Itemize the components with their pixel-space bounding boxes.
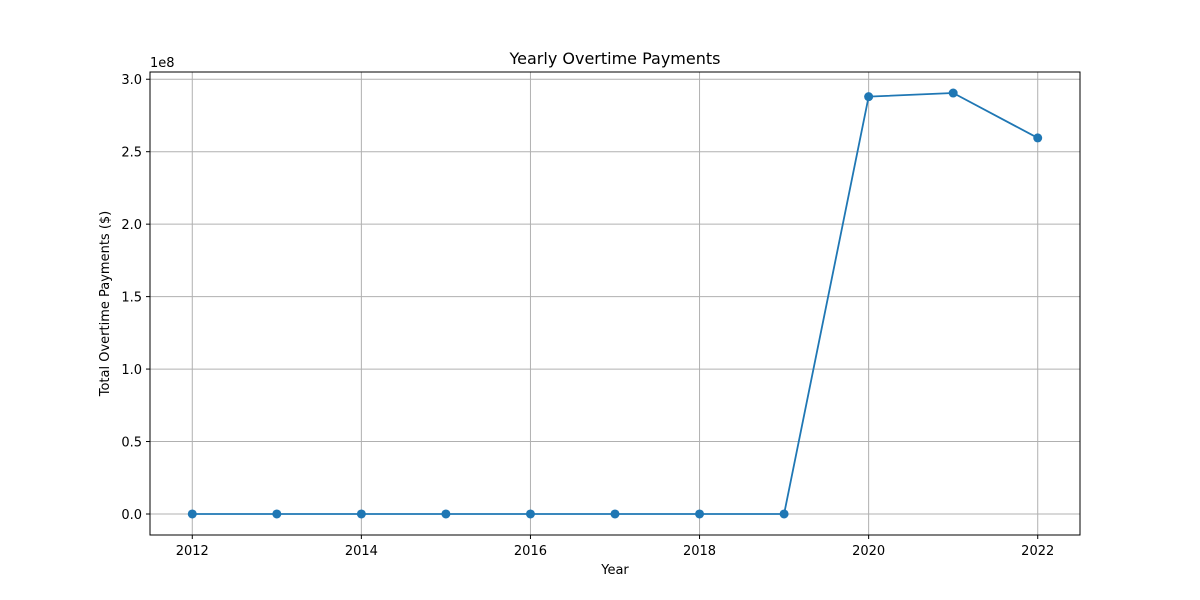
- x-tick-label: 2022: [1021, 544, 1054, 559]
- y-axis-label: Total Overtime Payments ($): [98, 211, 113, 398]
- data-point-marker: [187, 509, 197, 519]
- data-point-marker: [864, 92, 874, 102]
- chart-title: Yearly Overtime Payments: [509, 49, 721, 68]
- x-tick-label: 2014: [345, 544, 378, 559]
- x-tick-label: 2020: [852, 544, 885, 559]
- data-point-marker: [948, 88, 958, 98]
- data-point-marker: [356, 509, 366, 519]
- axis-ticks: 2012 2014 2016 2018 2020 2022 0.0 0.5 1.0 1.5 2.0 2…: [121, 73, 1054, 559]
- data-point-marker: [610, 509, 620, 519]
- data-point-marker: [779, 509, 789, 519]
- x-tick-label: 2012: [176, 544, 209, 559]
- y-tick-label: 1.5: [121, 291, 142, 306]
- data-point-marker: [1033, 133, 1043, 143]
- x-tick-label: 2016: [514, 544, 547, 559]
- data-point-marker: [272, 509, 282, 519]
- data-point-marker: [441, 509, 451, 519]
- y-tick-label: 2.0: [121, 218, 142, 233]
- data-point-marker: [695, 509, 705, 519]
- y-tick-label: 1.0: [121, 363, 142, 378]
- plot-frame: [149, 71, 1081, 536]
- grid: [150, 72, 1080, 535]
- x-axis-label: Year: [600, 563, 629, 578]
- x-tick-label: 2018: [683, 544, 716, 559]
- y-tick-label: 0.5: [121, 436, 142, 451]
- data-point-marker: [525, 509, 535, 519]
- y-tick-label: 2.5: [121, 146, 142, 161]
- y-tick-label: 0.0: [121, 508, 142, 523]
- series-layer: [187, 88, 1043, 519]
- y-tick-label: 3.0: [121, 73, 142, 88]
- y-axis-offset-label: 1e8: [150, 56, 175, 71]
